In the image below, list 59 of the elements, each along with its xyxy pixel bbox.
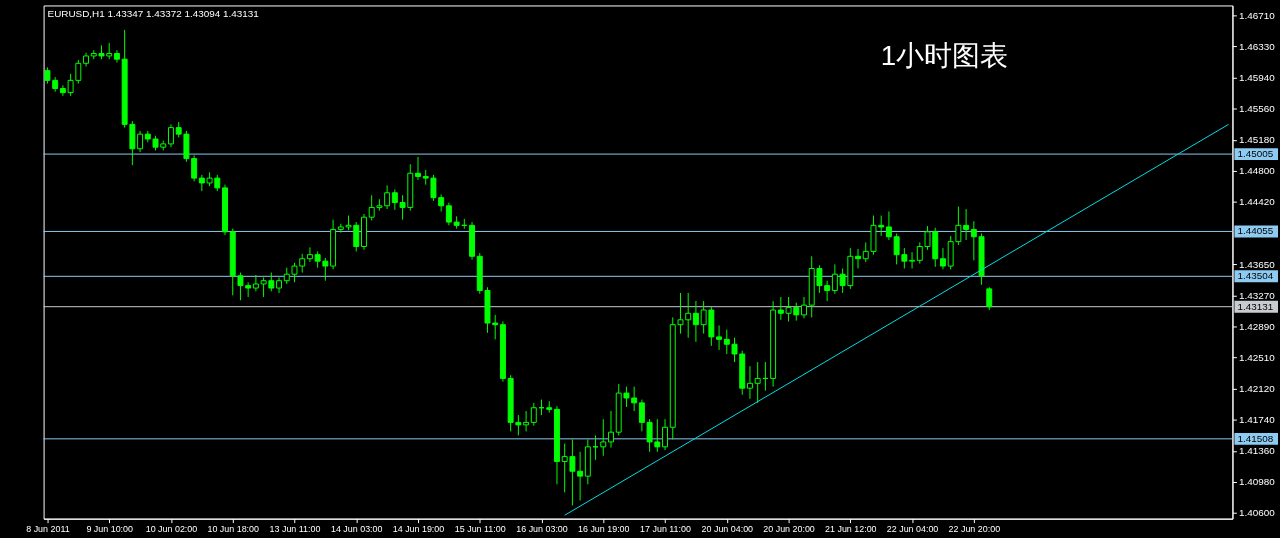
y-tick-label: 1.40980 — [1238, 476, 1276, 488]
y-tick-label: 1.40600 — [1238, 507, 1276, 519]
candlestick — [939, 247, 946, 270]
candlestick — [692, 300, 699, 343]
candlestick — [415, 156, 421, 181]
annotation: 1小时图表 — [880, 39, 1009, 71]
y-tick-label: 1.44420 — [1238, 196, 1276, 208]
x-tick-label: 10 Jun 18:00 — [207, 524, 260, 535]
ref-line-label: 1.44055 — [1237, 225, 1274, 237]
candlestick — [608, 410, 614, 449]
x-tick-label: 20 Jun 04:00 — [701, 524, 754, 535]
y-tick-label: 1.45180 — [1238, 134, 1276, 146]
y-tick-label: 1.42890 — [1238, 320, 1276, 332]
candlestick — [523, 410, 530, 432]
y-tick-label: 1.46710 — [1238, 9, 1276, 21]
candlestick — [276, 276, 283, 294]
ref-line-label: 1.41508 — [1237, 432, 1274, 444]
candlestick — [746, 365, 753, 400]
candlestick — [801, 296, 807, 319]
y-tick-label: 1.41740 — [1238, 414, 1276, 426]
x-tick-label: 14 Jun 03:00 — [330, 524, 383, 535]
x-tick-label: 15 Jun 11:00 — [454, 524, 506, 535]
candlestick — [306, 246, 313, 263]
y-tick-label: 1.41360 — [1238, 445, 1276, 457]
candlestick — [754, 361, 761, 404]
x-tick-label: 20 Jun 20:00 — [763, 524, 815, 535]
y-tick-label: 1.45940 — [1238, 72, 1276, 84]
y-tick-label: 1.44800 — [1238, 165, 1276, 177]
y-tick-label: 1.45560 — [1238, 103, 1276, 115]
x-tick-label: 13 Jun 11:00 — [269, 524, 321, 535]
x-tick-label: 14 Jun 19:00 — [392, 524, 445, 535]
x-tick-label: 8 Jun 2011 — [26, 524, 70, 535]
x-tick-label: 9 Jun 10:00 — [86, 524, 134, 535]
x-tick-label: 22 Jun 20:00 — [948, 524, 1001, 535]
candlestick — [909, 251, 916, 269]
ref-line-label: 1.43131 — [1237, 300, 1274, 312]
y-tick-label: 1.42510 — [1238, 351, 1276, 363]
y-tick-label: 1.43650 — [1238, 258, 1276, 270]
x-tick-label: 16 Jun 19:00 — [578, 524, 630, 535]
x-tick-label: 22 Jun 04:00 — [886, 524, 939, 535]
candlestick — [137, 130, 144, 153]
chart-title: EURUSD,H1 1.43347 1.43372 1.43094 1.43131 — [47, 8, 260, 20]
candlestick — [662, 418, 669, 451]
candlestick — [986, 286, 993, 311]
candlestick — [530, 402, 537, 427]
candlestick — [600, 418, 607, 457]
candlestick — [716, 325, 723, 351]
ref-line-label: 1.45005 — [1237, 148, 1274, 160]
x-tick-label: 16 Jun 03:00 — [516, 524, 568, 535]
x-tick-label: 10 Jun 02:00 — [145, 524, 198, 535]
x-tick-label: 17 Jun 11:00 — [640, 524, 691, 535]
y-tick-label: 1.43270 — [1238, 289, 1276, 301]
candlestick — [855, 248, 862, 269]
ref-line-label: 1.43504 — [1237, 270, 1274, 282]
y-tick-label: 1.42120 — [1238, 383, 1276, 395]
candlestick — [885, 211, 892, 241]
x-tick-label: 21 Jun 12:00 — [825, 524, 877, 535]
y-tick-label: 1.46330 — [1238, 40, 1276, 52]
candlestick — [167, 123, 174, 148]
